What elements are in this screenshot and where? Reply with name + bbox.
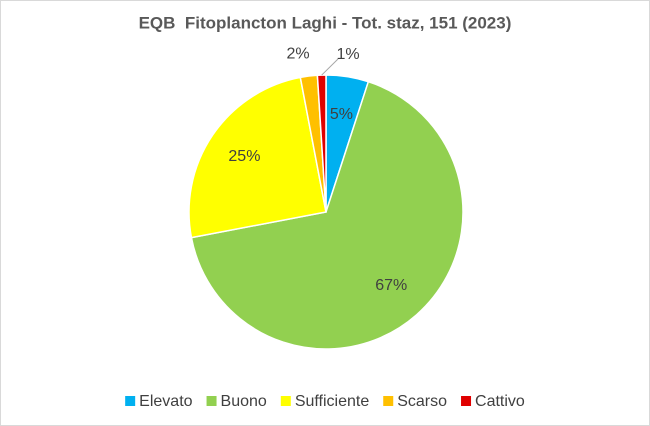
data-label: 25% <box>228 148 260 165</box>
chart-title: EQB Fitoplancton Laghi - Tot. staz, 151 … <box>139 13 512 32</box>
pie-slice <box>188 76 327 239</box>
legend-label: Cattivo <box>475 393 525 410</box>
legend-label: Elevato <box>139 393 192 410</box>
leader-line <box>321 58 339 76</box>
legend-swatch <box>125 396 136 406</box>
legend-label: Scarso <box>397 393 447 410</box>
pie-slice <box>190 80 464 350</box>
legend-swatch <box>461 396 472 406</box>
legend-label: Sufficiente <box>295 393 370 410</box>
data-label: 1% <box>336 46 359 63</box>
data-label: 67% <box>375 277 407 294</box>
legend-label: Buono <box>221 393 267 410</box>
legend-swatch <box>206 396 217 406</box>
legend-swatch <box>383 396 394 406</box>
legend-swatch <box>280 396 291 406</box>
data-label: 2% <box>287 45 310 62</box>
data-label: 5% <box>330 106 353 123</box>
